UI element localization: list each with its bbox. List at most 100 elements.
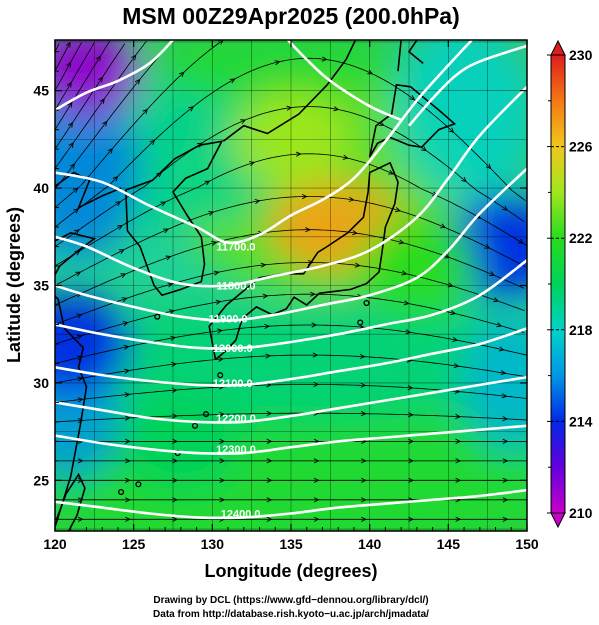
streamline-arrow — [260, 262, 267, 268]
streamline-arrow — [77, 497, 84, 503]
colorbar-max-arrow — [550, 39, 566, 56]
streamline-arrow — [444, 253, 451, 259]
height-contours: 11700.0 11800.0 11900.0 12000.0 12100.0 12200… — [55, 40, 527, 520]
streamline-arrow — [76, 313, 83, 319]
height-contour — [55, 424, 527, 455]
streamline-arrow — [407, 385, 414, 391]
streamline-arrow — [188, 106, 194, 112]
streamline-arrow — [313, 516, 320, 522]
streamline-arrow — [215, 299, 222, 305]
streamline-arrow — [123, 344, 130, 350]
streamline-arrow — [68, 142, 74, 148]
streamline-arrow — [76, 334, 83, 340]
streamline-arrow — [240, 119, 247, 125]
streamline-arrow — [77, 418, 84, 424]
streamline-arrow — [286, 105, 293, 111]
streamline-arrow — [398, 239, 405, 245]
streamline-arrow — [313, 477, 320, 483]
streamline-arrow — [502, 205, 509, 211]
streamline-arrow — [408, 412, 414, 418]
height-contour — [55, 167, 527, 322]
island — [191, 422, 199, 429]
streamline-arrow — [266, 516, 273, 522]
height-contour — [408, 44, 527, 127]
streamline-arrow — [307, 259, 314, 266]
streamline-arrow — [172, 438, 178, 444]
colorbar-ticks: 210 214 218 222 226 230 — [547, 47, 593, 521]
streamline — [55, 43, 126, 150]
streamline-arrow — [361, 477, 367, 483]
streamline-arrow — [77, 376, 84, 382]
height-contour — [55, 85, 527, 288]
colorbar-label: 214 — [569, 413, 593, 429]
streamline-arrow — [115, 201, 122, 207]
streamline-arrow — [178, 71, 185, 78]
x-axis-title: Longitude (degrees) — [204, 561, 377, 581]
streamline-arrow — [484, 243, 491, 249]
streamline-arrow — [97, 76, 103, 83]
streamline-arrow — [408, 438, 414, 444]
y-tick-label: 45 — [33, 83, 49, 99]
contour-label: 11800.0 — [216, 281, 255, 293]
streamline-arrow — [67, 121, 74, 128]
streamline-arrow — [74, 250, 81, 256]
streamline-arrow — [408, 458, 414, 464]
credit-data: Data from http://database.rish.kyoto−u.a… — [153, 609, 429, 620]
streamline-arrow — [352, 230, 359, 236]
colorbar-min-arrow — [550, 512, 566, 529]
streamline-arrow — [455, 516, 462, 522]
field-feature — [55, 293, 131, 394]
contour-label: 12400.0 — [221, 508, 261, 520]
y-tick-label: 25 — [33, 472, 49, 488]
coastline — [222, 40, 357, 142]
streamline-arrow — [498, 346, 505, 352]
streamline-arrow — [165, 255, 172, 261]
streamline-arrow — [170, 335, 177, 341]
streamline — [55, 324, 527, 364]
streamline-arrow — [125, 438, 131, 444]
streamline — [55, 354, 525, 384]
streamline-arrow — [455, 458, 462, 464]
streamline-arrow — [172, 458, 178, 464]
field-band — [145, 40, 406, 102]
streamline-arrow — [313, 458, 320, 464]
streamline-arrow — [367, 69, 374, 75]
streamline-arrow — [501, 393, 508, 399]
streamline-arrow — [266, 477, 273, 483]
streamline-arrow — [219, 497, 226, 503]
streamline-arrow — [348, 196, 355, 202]
streamline-arrow — [67, 101, 73, 108]
streamline — [55, 42, 95, 111]
streamline-arrow — [156, 172, 163, 178]
streamline-arrow — [360, 382, 367, 388]
axis-ticks: 120 125 130 135 140 145 150 25 30 35 40 45 — [33, 40, 539, 552]
streamline-arrow — [196, 142, 203, 148]
streamline-arrow — [125, 477, 131, 483]
streamline-arrow — [301, 193, 308, 200]
x-tick-label: 130 — [201, 536, 225, 552]
streamline-arrow — [440, 223, 447, 229]
coastline — [55, 472, 86, 531]
streamline-arrow — [163, 228, 170, 234]
streamline-arrow — [249, 161, 256, 167]
streamline — [55, 261, 525, 325]
streamline-arrow — [359, 353, 366, 360]
streamline-arrow — [66, 81, 72, 88]
streamline — [55, 40, 224, 208]
colorbar-label: 210 — [569, 505, 593, 521]
streamline — [55, 412, 527, 423]
contour-label: 11900.0 — [208, 314, 247, 326]
streamline-arrow — [172, 516, 178, 522]
streamline — [55, 229, 525, 306]
streamline-arrow — [217, 328, 223, 334]
island — [154, 313, 161, 320]
field-band — [394, 40, 527, 201]
x-tick-label: 150 — [515, 536, 539, 552]
streamline-arrow — [213, 270, 220, 276]
streamline-arrow — [73, 208, 80, 214]
streamline-arrow — [77, 458, 84, 464]
height-contour — [286, 40, 402, 122]
streamline — [55, 42, 82, 91]
streamline-arrow — [453, 363, 460, 369]
